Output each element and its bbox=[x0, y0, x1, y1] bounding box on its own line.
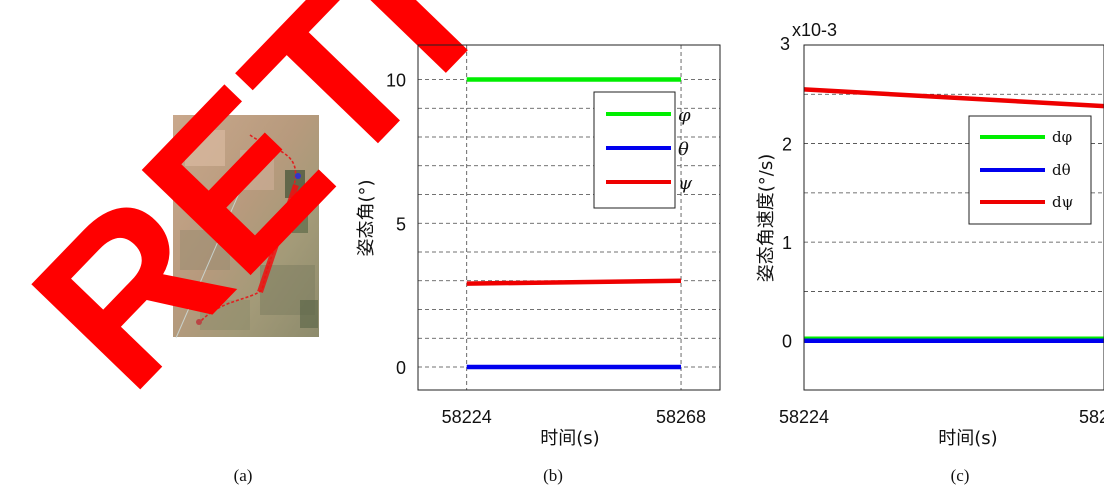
panel-c-ytick-label: 0 bbox=[782, 332, 792, 352]
panel-c-ytick-label: 2 bbox=[782, 135, 792, 155]
panel-c-frame bbox=[803, 44, 1104, 391]
legend-dtheta: dθ bbox=[1052, 161, 1071, 179]
legend-dphi: dφ bbox=[1052, 128, 1072, 146]
panel-a-map bbox=[173, 115, 319, 339]
panel-b-series bbox=[466, 77, 682, 370]
panel-c-xlabel: 时间(s) bbox=[938, 428, 997, 449]
panel-c-series bbox=[803, 87, 1104, 343]
panel-c-chart: 58224 58268 0 1 2 3 x10-3 时间(s) 姿态角速度(°/s) d… bbox=[756, 20, 1104, 449]
panel-c-exponent: x10-3 bbox=[792, 20, 837, 40]
legend-theta: θ bbox=[678, 139, 689, 160]
legend-psi: ψ bbox=[678, 173, 693, 194]
panel-c-xtick-label: 58268 bbox=[1079, 407, 1104, 427]
panel-b-xtick-label: 58268 bbox=[656, 407, 706, 427]
panel-b-series-psi-line bbox=[466, 278, 682, 286]
panel-b-ytick-label: 10 bbox=[386, 71, 406, 91]
legend-phi: φ bbox=[678, 105, 691, 126]
caption-a: (a) bbox=[234, 466, 253, 485]
panel-b-ytick-label: 5 bbox=[396, 214, 406, 234]
watermark: RETI bbox=[0, 0, 512, 433]
panel-c-xtick-label: 58224 bbox=[779, 407, 829, 427]
panel-b-legend: φ θ ψ bbox=[593, 91, 693, 209]
panel-c-series-psi-line bbox=[803, 87, 1104, 109]
caption-c: (c) bbox=[951, 466, 970, 485]
panel-b-frame bbox=[417, 44, 721, 391]
panel-c-ytick-label: 1 bbox=[782, 233, 792, 253]
panel-b-chart: 58224 58268 0 5 10 时间(s) 姿态角(°) φ θ ψ bbox=[356, 44, 721, 449]
panel-b-xlabel: 时间(s) bbox=[540, 428, 599, 449]
panel-c-legend: dφ dθ dψ bbox=[968, 115, 1092, 225]
panel-b-ytick-label: 0 bbox=[396, 358, 406, 378]
legend-dpsi: dψ bbox=[1052, 193, 1073, 211]
caption-b: (b) bbox=[543, 466, 563, 485]
panel-c-ylabel: 姿态角速度(°/s) bbox=[756, 154, 777, 283]
start-marker bbox=[295, 173, 301, 179]
panel-c-ytop-label: 3 bbox=[780, 34, 790, 54]
panel-b-ylabel: 姿态角(°) bbox=[356, 179, 377, 256]
imaging-strip bbox=[257, 184, 299, 293]
panel-b-xtick-label: 58224 bbox=[442, 407, 492, 427]
end-marker bbox=[196, 319, 202, 325]
